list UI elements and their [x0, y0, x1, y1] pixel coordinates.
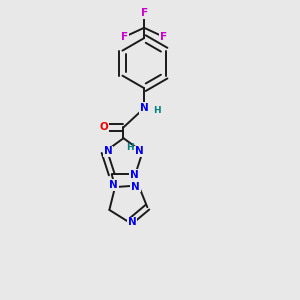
- Text: F: F: [122, 32, 128, 42]
- Text: H: H: [126, 143, 134, 152]
- Text: N: N: [109, 180, 118, 190]
- Text: N: N: [130, 170, 139, 180]
- Text: O: O: [99, 122, 108, 132]
- Text: H: H: [153, 106, 160, 115]
- Text: N: N: [128, 218, 136, 227]
- Text: N: N: [103, 146, 112, 157]
- Text: F: F: [140, 8, 148, 18]
- Text: N: N: [135, 146, 143, 157]
- Text: F: F: [160, 32, 167, 42]
- Text: N: N: [131, 182, 140, 192]
- Text: N: N: [140, 103, 148, 113]
